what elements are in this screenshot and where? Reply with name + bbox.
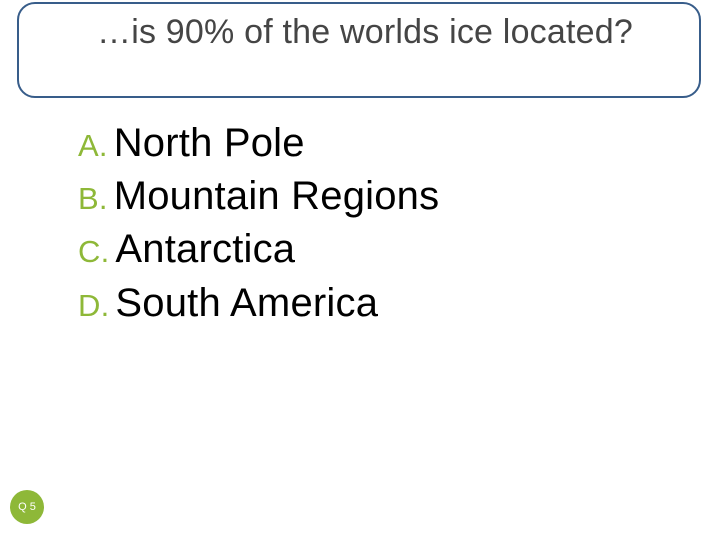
question-text: …is 90% of the worlds ice located? [97, 12, 657, 53]
option-a[interactable]: A. North Pole [78, 120, 638, 167]
option-text-b: Mountain Regions [114, 173, 440, 220]
question-number-badge: Q 5 [10, 490, 44, 524]
option-text-a: North Pole [114, 120, 305, 167]
question-number-label: Q 5 [18, 501, 36, 513]
option-letter-b: B. [78, 183, 108, 214]
option-letter-a: A. [78, 130, 108, 161]
option-letter-c: C. [78, 236, 109, 267]
option-c[interactable]: C. Antarctica [78, 226, 638, 273]
question-card: …is 90% of the worlds ice located? [17, 2, 701, 98]
option-text-d: South America [115, 280, 378, 327]
option-letter-d: D. [78, 290, 109, 321]
options-list: A. North Pole B. Mountain Regions C. Ant… [78, 120, 638, 333]
option-text-c: Antarctica [115, 226, 295, 273]
option-d[interactable]: D. South America [78, 280, 638, 327]
option-b[interactable]: B. Mountain Regions [78, 173, 638, 220]
